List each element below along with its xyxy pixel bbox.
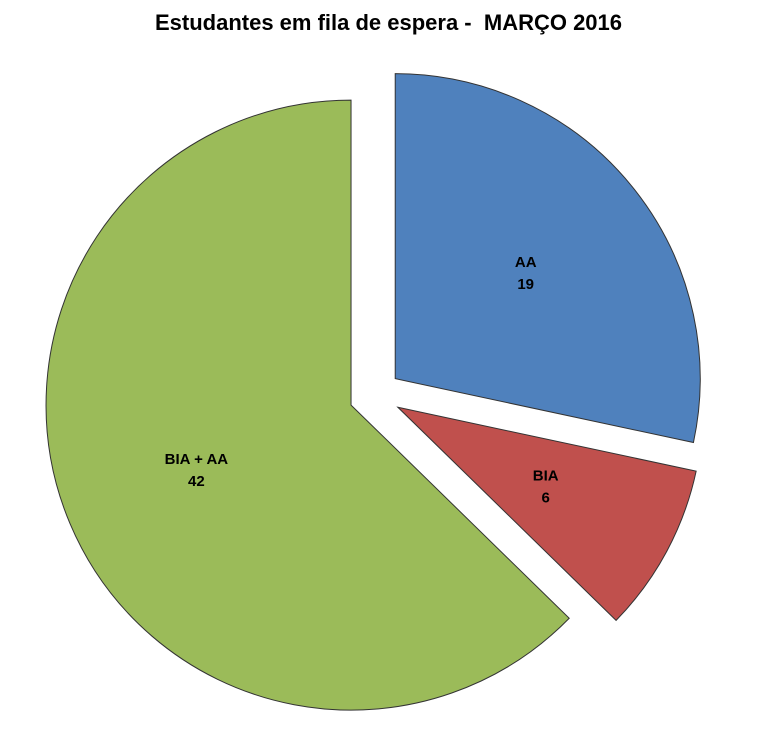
slice-label-name: AA [515,254,537,271]
slice-label-name: BIA + AA [165,451,229,468]
slice-label-value: 6 [542,490,550,507]
chart-title: Estudantes em fila de espera - MARÇO 201… [154,10,623,35]
slice-label-name: BIA [533,468,559,485]
pie-slice-bia-+-aa [45,99,570,711]
slice-label-value: 19 [517,276,534,293]
slice-label-value: 42 [188,473,205,490]
pie-slice-bia [396,406,697,622]
pie-slice-aa [394,73,701,444]
